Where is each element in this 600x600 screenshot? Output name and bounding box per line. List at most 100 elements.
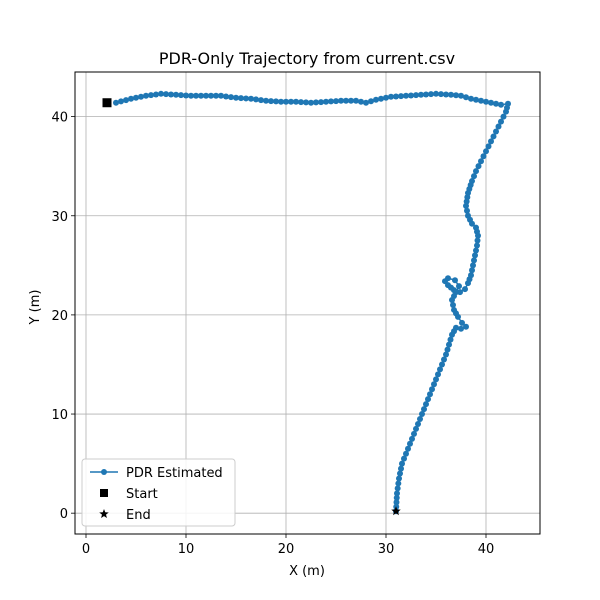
- end-marker: [391, 506, 401, 516]
- pdr-point: [138, 93, 144, 100]
- pdr-point: [438, 91, 444, 98]
- pdr-point: [469, 267, 475, 274]
- pdr-point: [423, 91, 429, 98]
- pdr-point: [490, 133, 497, 140]
- pdr-point: [493, 100, 499, 107]
- pdr-point: [248, 95, 254, 102]
- pdr-point: [437, 366, 443, 373]
- pdr-point: [463, 202, 469, 209]
- pdr-point: [403, 92, 409, 99]
- pdr-point: [423, 401, 429, 408]
- pdr-point: [298, 99, 304, 106]
- pdr-point: [173, 91, 179, 98]
- y-tick-label: 10: [51, 408, 68, 423]
- pdr-point: [453, 92, 459, 99]
- pdr-point: [475, 163, 482, 170]
- pdr-point: [415, 420, 421, 427]
- pdr-point: [413, 92, 419, 99]
- pdr-point: [427, 391, 433, 398]
- ticks: 0 10 20 30 40 0 10 20 30 40: [51, 111, 494, 557]
- pdr-point: [323, 98, 329, 105]
- pdr-point: [223, 93, 229, 100]
- pdr-point: [183, 92, 189, 99]
- legend: PDR Estimated Start End: [81, 458, 236, 527]
- pdr-point: [469, 220, 475, 227]
- pdr-point: [178, 92, 184, 99]
- pdr-point: [353, 97, 359, 104]
- pdr-point: [445, 275, 451, 282]
- pdr-point: [268, 98, 274, 105]
- pdr-point: [168, 91, 174, 98]
- x-tick-label: 20: [278, 542, 295, 557]
- pdr-point: [435, 371, 441, 378]
- pdr-point: [348, 97, 354, 104]
- pdr-point: [493, 128, 499, 135]
- pdr-point: [333, 98, 339, 105]
- pdr-point: [428, 91, 434, 98]
- grid: [75, 72, 540, 534]
- pdr-point: [153, 91, 159, 98]
- x-tick-label: 0: [82, 542, 90, 557]
- pdr-point: [470, 262, 476, 269]
- pdr-point: [394, 490, 400, 497]
- pdr-point: [425, 396, 431, 403]
- pdr-point: [163, 91, 169, 98]
- pdr-point: [238, 95, 244, 102]
- pdr-point: [450, 301, 456, 308]
- pdr-point: [128, 95, 134, 102]
- pdr-point: [483, 148, 489, 155]
- y-tick-label: 40: [51, 111, 68, 126]
- plot-data: [102, 90, 511, 516]
- pdr-point: [446, 341, 452, 348]
- pdr-point: [378, 95, 384, 102]
- pdr-point: [468, 95, 474, 102]
- pdr-point: [343, 97, 349, 104]
- pdr-point: [473, 247, 479, 254]
- pdr-point: [218, 92, 224, 99]
- pdr-point: [488, 138, 494, 145]
- legend-marker-start: [100, 489, 108, 497]
- pdr-point: [393, 503, 400, 510]
- legend-marker-end: [99, 509, 109, 519]
- pdr-point: [462, 286, 468, 293]
- y-tick-label: 0: [60, 507, 68, 522]
- pdr-point: [408, 92, 414, 99]
- pdr-point: [253, 96, 259, 103]
- pdr-point: [405, 445, 411, 452]
- pdr-point: [498, 101, 504, 108]
- pdr-point: [263, 97, 269, 104]
- legend-label-end: End: [126, 508, 151, 523]
- pdr-point: [273, 98, 279, 105]
- pdr-point: [463, 94, 469, 101]
- pdr-point: [474, 242, 480, 249]
- x-tick-label: 40: [478, 542, 495, 557]
- pdr-point: [208, 92, 214, 99]
- pdr-point: [413, 425, 419, 432]
- start-marker: [102, 98, 112, 108]
- pdr-point: [456, 283, 462, 290]
- pdr-point: [439, 361, 445, 368]
- y-axis-label: Y (m): [28, 290, 43, 326]
- pdr-point: [433, 376, 439, 383]
- pdr-point: [447, 336, 454, 343]
- legend-box: [81, 458, 236, 527]
- pdr-point: [483, 98, 489, 105]
- pdr-point: [383, 94, 389, 101]
- pdr-point: [278, 98, 284, 105]
- pdr-point: [444, 346, 451, 353]
- pdr-point: [433, 90, 439, 97]
- pdr-point: [471, 173, 477, 180]
- pdr-point: [193, 92, 199, 99]
- pdr-point: [388, 93, 394, 100]
- x-axis-label: X (m): [289, 564, 325, 579]
- pdr-point: [363, 99, 369, 106]
- pdr-point: [431, 381, 437, 388]
- pdr-point: [455, 313, 461, 320]
- x-tick-label: 10: [178, 542, 195, 557]
- pdr-point: [401, 455, 407, 462]
- pdr-point: [288, 98, 294, 105]
- pdr-point: [393, 93, 399, 100]
- pdr-point: [358, 98, 364, 105]
- pdr-point: [478, 158, 484, 165]
- pdr-point: [443, 351, 449, 358]
